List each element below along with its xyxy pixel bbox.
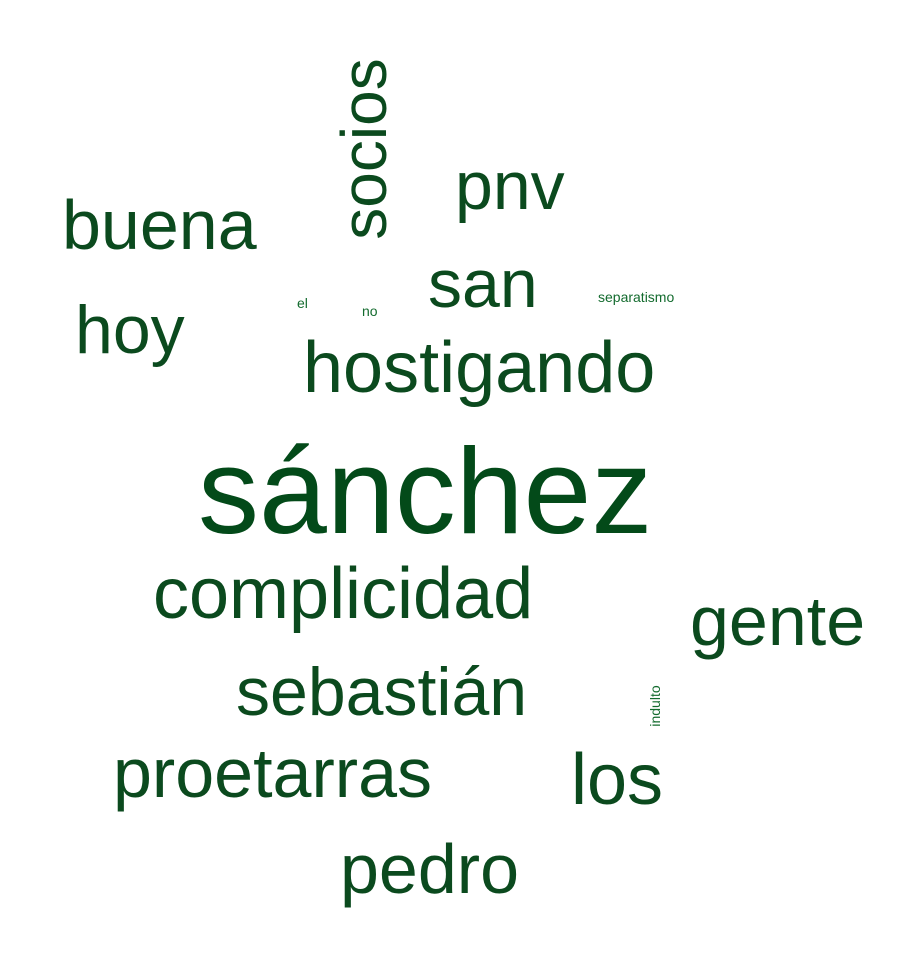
word-buena: buena [62,186,257,264]
word-complicidad: complicidad [153,554,534,634]
word-los: los [571,740,664,820]
word-proetarras: proetarras [113,734,433,812]
word-sanchez: sánchez [198,423,653,559]
word-el: el [297,295,308,311]
word-hostigando: hostigando [303,328,656,408]
word-socios: socios [328,58,400,240]
word-gente: gente [690,582,866,660]
word-no: no [362,303,378,319]
word-pnv: pnv [455,148,565,224]
word-separatismo: separatismo [598,289,675,305]
word-hoy: hoy [75,292,185,368]
word-indulto: indulto [647,685,663,727]
word-sebastian: sebastián [236,654,528,730]
word-san: san [428,246,538,322]
word-pedro: pedro [340,830,520,908]
